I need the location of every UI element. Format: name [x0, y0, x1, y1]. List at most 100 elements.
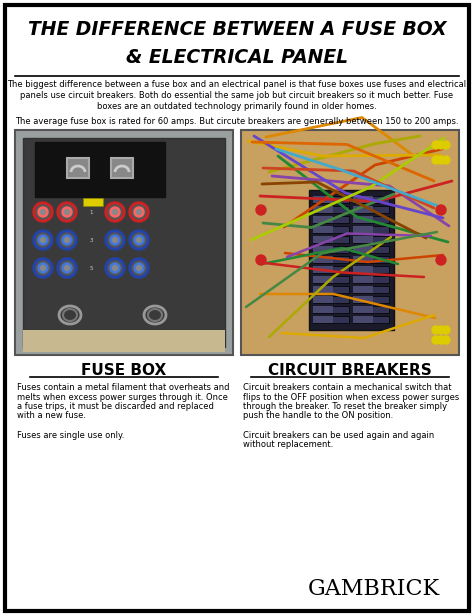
Circle shape	[432, 156, 440, 164]
Text: Fuses contain a metal filament that overheats and: Fuses contain a metal filament that over…	[17, 383, 229, 392]
Bar	[313, 276, 333, 283]
Text: flips to the OFF position when excess power surges: flips to the OFF position when excess po…	[243, 392, 459, 402]
Text: & ELECTRICAL PANEL: & ELECTRICAL PANEL	[126, 48, 348, 67]
Circle shape	[62, 263, 72, 273]
Circle shape	[64, 209, 70, 214]
Circle shape	[105, 230, 125, 250]
Circle shape	[38, 207, 48, 217]
Circle shape	[57, 230, 77, 250]
Text: through the breaker. To reset the breaker simply: through the breaker. To reset the breake…	[243, 402, 447, 411]
Circle shape	[33, 230, 53, 250]
Bar	[353, 216, 373, 223]
Text: boxes are an outdated technology primarily found in older homes.: boxes are an outdated technology primari…	[97, 102, 377, 111]
Bar	[23, 138, 225, 347]
Circle shape	[437, 141, 445, 149]
Bar	[353, 256, 389, 263]
Circle shape	[137, 265, 142, 270]
Circle shape	[64, 238, 70, 243]
Text: panels use circuit breakers. Both do essential the same job but circuit breakers: panels use circuit breakers. Both do ess…	[20, 91, 454, 100]
Bar	[313, 316, 333, 323]
Bar	[313, 286, 349, 293]
Circle shape	[105, 202, 125, 222]
Text: 1: 1	[89, 209, 93, 214]
Circle shape	[256, 205, 266, 215]
Text: push the handle to the ON position.: push the handle to the ON position.	[243, 411, 393, 421]
Text: 3: 3	[89, 238, 93, 243]
Bar	[313, 316, 349, 323]
Bar	[353, 276, 373, 283]
Circle shape	[442, 336, 450, 344]
Circle shape	[437, 156, 445, 164]
Circle shape	[110, 235, 120, 245]
Bar	[313, 236, 349, 243]
Circle shape	[132, 205, 146, 219]
Bar	[313, 226, 349, 233]
Bar	[353, 276, 389, 283]
Bar	[353, 246, 389, 253]
Bar	[309, 190, 394, 330]
Circle shape	[60, 205, 74, 219]
Bar	[313, 206, 333, 213]
Circle shape	[110, 207, 120, 217]
Circle shape	[132, 233, 146, 247]
Circle shape	[62, 235, 72, 245]
Bar	[313, 246, 349, 253]
Bar	[67, 158, 89, 178]
Bar	[313, 246, 333, 253]
Circle shape	[40, 265, 46, 270]
Text: CIRCUIT BREAKERS: CIRCUIT BREAKERS	[268, 363, 432, 378]
Bar	[353, 296, 389, 303]
Text: without replacement.: without replacement.	[243, 440, 333, 449]
Bar	[353, 316, 389, 323]
Bar	[111, 158, 133, 178]
Circle shape	[110, 263, 120, 273]
Bar	[313, 276, 349, 283]
Circle shape	[108, 205, 122, 219]
Bar	[353, 246, 373, 253]
Circle shape	[64, 265, 70, 270]
Circle shape	[134, 263, 144, 273]
Bar	[353, 206, 373, 213]
Bar	[313, 256, 349, 263]
Bar	[353, 226, 389, 233]
Text: Circuit breakers can be used again and again: Circuit breakers can be used again and a…	[243, 431, 434, 439]
Bar	[313, 286, 333, 293]
Text: FUSE BOX: FUSE BOX	[82, 363, 167, 378]
Circle shape	[33, 202, 53, 222]
Circle shape	[134, 207, 144, 217]
Bar	[353, 286, 389, 293]
Circle shape	[108, 261, 122, 275]
Circle shape	[137, 209, 142, 214]
Bar	[353, 226, 373, 233]
Text: The biggest difference between a fuse box and an electrical panel is that fuse b: The biggest difference between a fuse bo…	[8, 80, 466, 89]
Bar	[313, 266, 333, 273]
Bar	[353, 236, 389, 243]
Bar	[313, 216, 349, 223]
Circle shape	[432, 326, 440, 334]
Circle shape	[432, 141, 440, 149]
Text: Circuit breakers contain a mechanical switch that: Circuit breakers contain a mechanical sw…	[243, 383, 452, 392]
Circle shape	[134, 235, 144, 245]
Circle shape	[40, 238, 46, 243]
Bar	[353, 266, 373, 273]
Circle shape	[36, 205, 50, 219]
Bar	[313, 196, 349, 203]
Text: The average fuse box is rated for 60 amps. But circute breakers are generally be: The average fuse box is rated for 60 amp…	[15, 117, 459, 126]
Circle shape	[129, 258, 149, 278]
Bar	[313, 206, 349, 213]
Bar	[353, 196, 373, 203]
Circle shape	[62, 207, 72, 217]
Bar	[313, 256, 333, 263]
Bar	[23, 330, 225, 352]
Bar	[353, 306, 373, 313]
Circle shape	[40, 209, 46, 214]
Circle shape	[57, 202, 77, 222]
Bar	[353, 256, 373, 263]
Circle shape	[105, 258, 125, 278]
Bar	[353, 216, 389, 223]
Bar	[353, 306, 389, 313]
Circle shape	[112, 209, 118, 214]
Bar	[83, 198, 103, 206]
Bar	[313, 236, 333, 243]
Circle shape	[129, 230, 149, 250]
